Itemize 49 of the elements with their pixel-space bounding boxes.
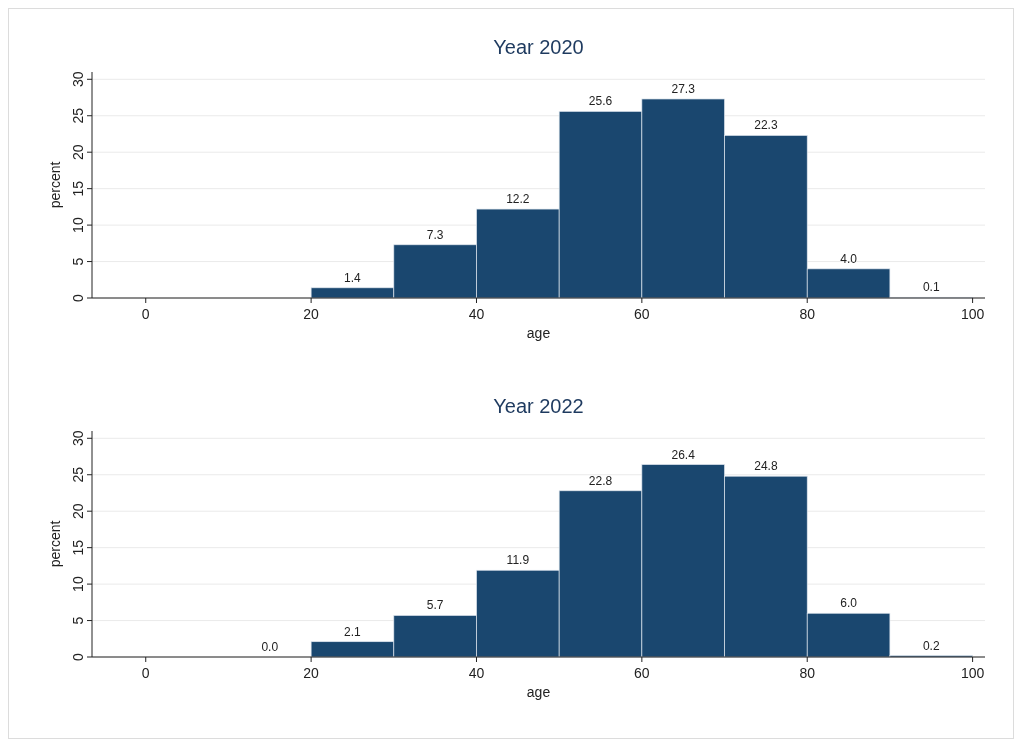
data-label: 22.8 [588, 473, 613, 488]
x-tick-label: 20 [303, 665, 320, 681]
y-tick-label: 10 [70, 576, 86, 592]
data-label: 27.3 [671, 81, 696, 96]
x-tick-label: 60 [634, 306, 650, 322]
data-label: 24.8 [754, 459, 778, 474]
y-tick-label: 30 [70, 71, 86, 88]
chart-title: Year 2022 [493, 395, 584, 417]
y-tick-label: 25 [70, 466, 86, 483]
y-tick-label: 5 [70, 257, 86, 266]
data-label: 25.6 [588, 94, 613, 109]
y-tick-label: 0 [70, 652, 86, 661]
data-label: 1.4 [344, 270, 362, 285]
x-axis-title: age [526, 684, 551, 700]
data-label: 26.4 [671, 447, 696, 462]
x-tick-label: 40 [468, 665, 485, 681]
data-label: 0.0 [261, 640, 279, 654]
y-tick-label: 20 [70, 144, 86, 160]
x-tick-label: 0 [141, 306, 150, 322]
x-tick-label: 80 [799, 665, 816, 681]
y-axis-title: percent [47, 520, 63, 568]
y-tick-label: 10 [70, 217, 86, 233]
chart-title: Year 2020 [493, 36, 584, 58]
x-tick-label: 60 [634, 665, 650, 681]
x-tick-label: 0 [141, 665, 150, 681]
data-label: 0.1 [922, 280, 940, 295]
y-tick-label: 5 [70, 616, 86, 625]
x-tick-label: 40 [468, 306, 485, 322]
x-axis-title: age [526, 325, 551, 341]
data-label: 12.2 [506, 192, 530, 207]
data-label: 22.3 [754, 118, 778, 133]
y-tick-label: 15 [70, 539, 86, 556]
y-axis-title: percent [47, 161, 63, 209]
y-tick-label: 20 [70, 503, 86, 519]
data-label: 7.3 [426, 227, 444, 242]
data-label: 11.9 [506, 553, 530, 568]
data-label: 4.0 [840, 251, 858, 266]
y-tick-label: 25 [70, 107, 86, 124]
data-label: 5.7 [426, 598, 444, 613]
x-tick-label: 20 [303, 306, 320, 322]
data-label: 6.0 [840, 596, 858, 611]
x-tick-label: 80 [799, 306, 816, 322]
y-tick-label: 15 [70, 180, 86, 197]
x-tick-label: 100 [960, 306, 985, 322]
y-tick-label: 0 [70, 293, 86, 302]
data-label: 2.1 [344, 624, 362, 639]
y-tick-label: 30 [70, 430, 86, 447]
x-tick-label: 100 [960, 665, 985, 681]
data-label: 0.2 [922, 638, 940, 653]
